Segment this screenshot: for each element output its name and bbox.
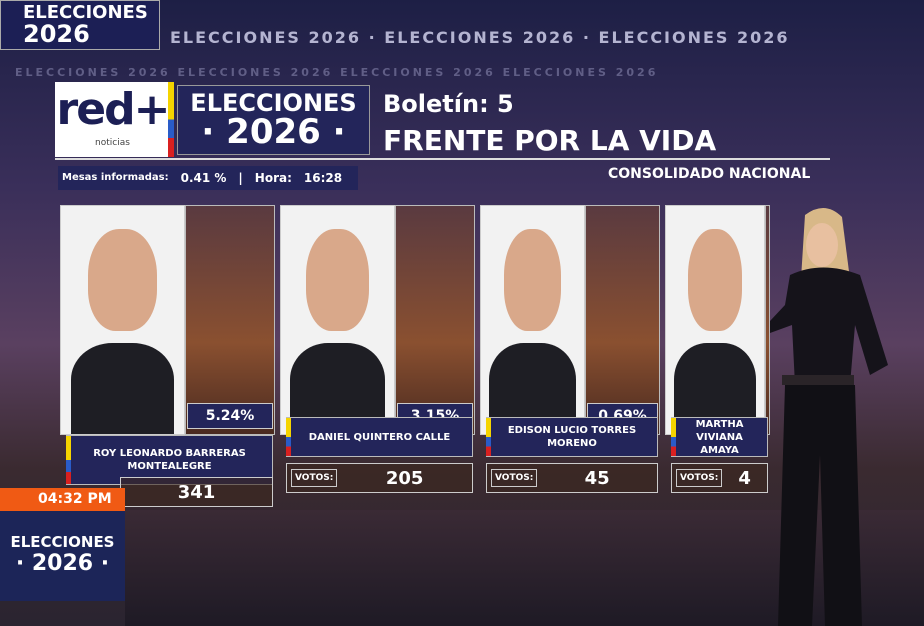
- hora-label: Hora:: [254, 171, 292, 185]
- lower-line1: ELECCIONES: [10, 533, 115, 551]
- votes-label: VOTOS:: [291, 469, 338, 487]
- elecciones-box: ELECCIONES · 2026 ·: [177, 85, 370, 155]
- mesas-label: Mesas informadas:: [62, 172, 169, 183]
- candidate-card: MARTHA VIVIANA AMAYA VOTOS: 4: [665, 205, 770, 505]
- votes-value: 205: [385, 467, 424, 489]
- head-shape: [503, 228, 562, 332]
- clock: 04:32 PM: [0, 488, 125, 511]
- votes-label: VOTOS:: [491, 469, 538, 487]
- ticker: ELECCIONES 2026 · ELECCIONES 2026 · ELEC…: [170, 28, 790, 47]
- lower-third-logo: ELECCIONES · 2026 ·: [0, 511, 125, 601]
- building-image: [185, 205, 275, 435]
- votes-value: 45: [584, 467, 610, 489]
- hora-value: 16:28: [303, 171, 343, 185]
- logo-text: red+: [56, 84, 171, 135]
- stats-bar: Mesas informadas: 0.41 % | Hora: 16:28: [58, 166, 358, 190]
- votes-row: VOTOS: 4: [671, 463, 768, 493]
- separator: |: [238, 171, 243, 185]
- corner-badge: ELECCIONES 2026: [0, 0, 160, 50]
- candidate-name: DANIEL QUINTERO CALLE: [286, 417, 473, 457]
- head-shape: [687, 228, 743, 332]
- head-shape: [88, 228, 157, 332]
- votes-row: 341: [120, 477, 273, 507]
- candidate-photo: [280, 205, 395, 435]
- mesas-value: 0.41 %: [180, 171, 227, 185]
- suit-shape: [70, 342, 175, 434]
- candidate-name: MARTHA VIVIANA AMAYA: [671, 417, 768, 457]
- candidate-photo: [480, 205, 585, 435]
- party-title: FRENTE POR LA VIDA: [383, 124, 717, 157]
- colombia-flag-stripe: [168, 82, 174, 157]
- red-noticias-logo: red+ noticias: [55, 82, 170, 157]
- badge-line1: ELECCIONES: [23, 2, 148, 23]
- candidate-card: 5.24% ROY LEONARDO BARRERAS MONTEALEGRE …: [60, 205, 275, 507]
- candidate-card: 0.69% EDISON LUCIO TORRES MORENO VOTOS: …: [480, 205, 660, 505]
- head-shape: [305, 228, 370, 332]
- candidate-photo: [665, 205, 765, 435]
- votes-value: 4: [738, 467, 751, 489]
- building-image: [585, 205, 660, 435]
- consolidado-label: CONSOLIDADO NACIONAL: [608, 166, 811, 182]
- elecciones-label: ELECCIONES: [190, 89, 357, 117]
- votes-label: VOTOS:: [676, 469, 723, 487]
- candidate-photo: [60, 205, 185, 435]
- ticker-small: ELECCIONES 2026 ELECCIONES 2026 ELECCION…: [15, 66, 659, 79]
- presenter: [770, 207, 888, 626]
- percent-badge: 5.24%: [187, 403, 273, 429]
- logo-sub: noticias: [95, 138, 130, 148]
- votes-value: 341: [177, 481, 216, 503]
- votes-row: VOTOS: 205: [286, 463, 473, 493]
- candidate-name: EDISON LUCIO TORRES MORENO: [486, 417, 658, 457]
- badge-line2: 2026: [23, 20, 90, 48]
- bulletin-header: red+ noticias ELECCIONES · 2026 · Boletí…: [55, 82, 830, 160]
- building-image: [395, 205, 475, 435]
- year-label: · 2026 ·: [201, 112, 346, 152]
- candidate-name: ROY LEONARDO BARRERAS MONTEALEGRE: [66, 435, 273, 485]
- boletin-title: Boletín: 5: [383, 90, 514, 118]
- votes-row: VOTOS: 45: [486, 463, 658, 493]
- candidate-card: 3.15% DANIEL QUINTERO CALLE VOTOS: 205: [280, 205, 475, 505]
- lower-line2: · 2026 ·: [15, 551, 110, 576]
